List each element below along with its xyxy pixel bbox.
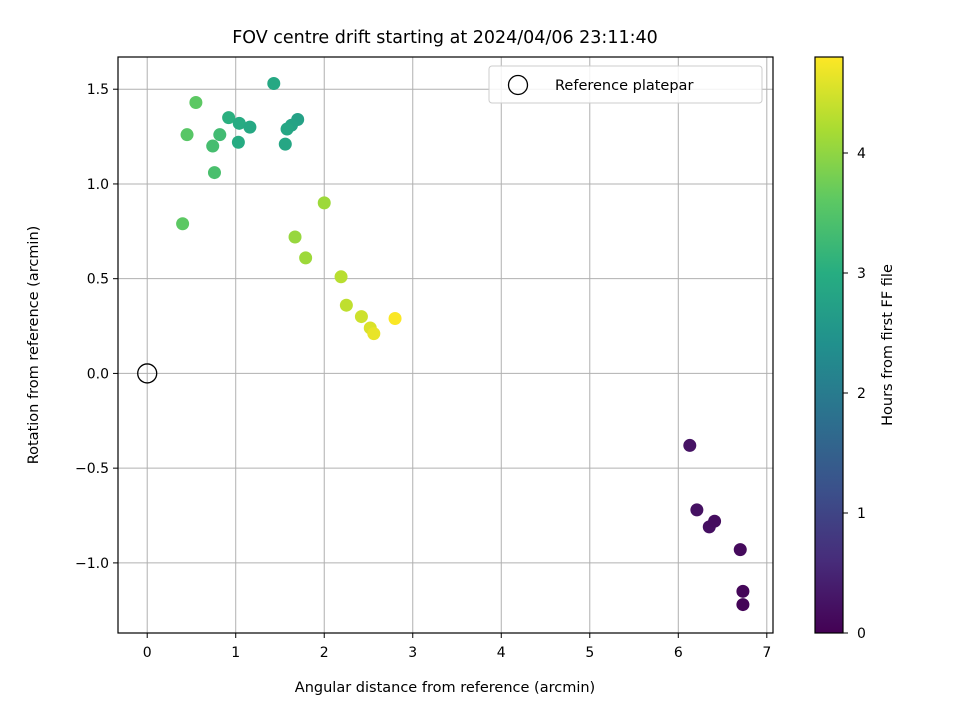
- legend-box: [488, 65, 763, 104]
- data-point: [278, 137, 292, 151]
- legend: Reference platepar: [488, 65, 763, 104]
- data-point: [280, 122, 294, 136]
- colorbar-gradient: [814, 56, 844, 634]
- colorbar-tick-label: 4: [857, 146, 866, 162]
- data-point: [267, 77, 281, 91]
- data-point: [354, 310, 368, 324]
- x-tick-label: 4: [497, 645, 506, 661]
- x-axis-label: Angular distance from reference (arcmin): [295, 680, 595, 696]
- colorbar-ticks: 0 1 2 3 4: [843, 146, 866, 642]
- y-tick-label: 1.5: [87, 82, 109, 98]
- plot-frame: [117, 56, 774, 634]
- colorbar-tick-label: 3: [857, 266, 866, 282]
- data-point: [690, 503, 704, 517]
- legend-open-circle-icon: [507, 74, 529, 96]
- x-tick-label: 2: [320, 645, 329, 661]
- data-point: [232, 116, 246, 130]
- y-axis-label: Rotation from reference (arcmin): [26, 226, 42, 465]
- data-point: [213, 128, 227, 142]
- data-point: [317, 196, 331, 210]
- y-tick-label: 0.0: [87, 366, 109, 382]
- data-point: [388, 311, 402, 325]
- data-point: [207, 166, 221, 180]
- data-point: [231, 135, 245, 149]
- data-point: [733, 543, 747, 557]
- data-point: [206, 139, 220, 153]
- data-point: [176, 217, 190, 231]
- x-tick-label: 0: [143, 645, 152, 661]
- data-point: [288, 230, 302, 244]
- x-tick-label: 3: [408, 645, 417, 661]
- y-tick-label: 0.5: [87, 272, 109, 288]
- colorbar-tick-label: 0: [857, 626, 866, 642]
- data-point: [222, 111, 236, 125]
- data-point: [299, 251, 313, 265]
- x-tick-label: 1: [231, 645, 240, 661]
- data-point: [334, 270, 348, 284]
- data-point: [243, 120, 257, 134]
- legend-label: Reference platepar: [555, 78, 693, 94]
- y-tick-label: 1.0: [87, 177, 109, 193]
- data-points: [176, 77, 750, 612]
- x-axis-ticks: 0 1 2 3 4 5 6 7: [143, 633, 771, 661]
- data-point: [708, 514, 722, 528]
- reference-platepar-marker: [137, 363, 158, 384]
- data-point: [180, 128, 194, 142]
- data-point: [339, 298, 353, 312]
- colorbar-label: Hours from first FF file: [880, 264, 896, 426]
- y-axis-ticks: −1.0 −0.5 0.0 0.5 1.0 1.5: [75, 82, 118, 572]
- reference-marker-group: [137, 363, 158, 384]
- data-point: [189, 95, 203, 109]
- data-point: [736, 598, 750, 612]
- data-point: [736, 584, 750, 598]
- y-tick-label: −0.5: [75, 461, 109, 477]
- colorbar-tick-label: 2: [857, 386, 866, 402]
- colorbar: 0 1 2 3 4 Hours from first FF file: [814, 56, 896, 642]
- x-tick-label: 6: [674, 645, 683, 661]
- x-tick-label: 7: [762, 645, 771, 661]
- chart-title: FOV centre drift starting at 2024/04/06 …: [232, 28, 658, 48]
- data-point: [683, 438, 697, 452]
- colorbar-tick-label: 1: [857, 506, 866, 522]
- data-point: [367, 327, 381, 341]
- x-tick-label: 5: [585, 645, 594, 661]
- y-tick-label: −1.0: [75, 556, 109, 572]
